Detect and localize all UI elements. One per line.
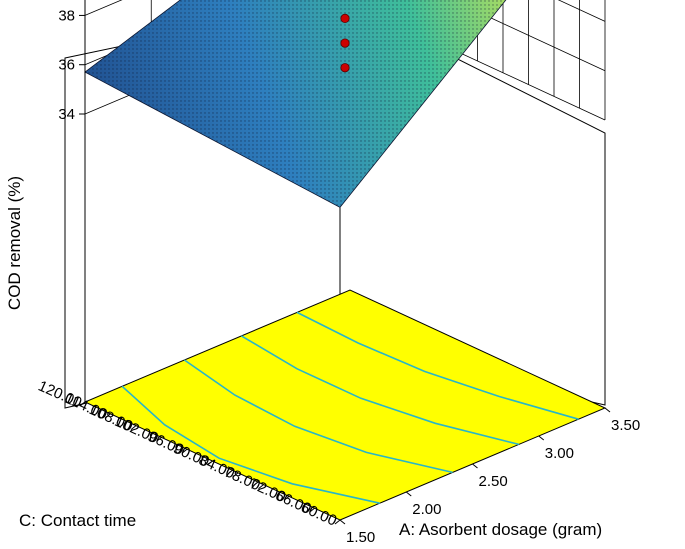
floor-contours: [121, 311, 579, 504]
contour-line-4: [296, 311, 579, 420]
y-tick-mark-7: [156, 437, 162, 442]
x-tick-mark-1: [405, 491, 412, 497]
y-tick-mark-5: [207, 460, 213, 466]
x-tick-label-1: 2.00: [412, 501, 441, 518]
design-point-2: [340, 38, 350, 48]
x-tick-label-0: 1.50: [346, 529, 375, 546]
y-tick-mark-1: [309, 507, 315, 513]
response-surface: [84, 0, 507, 208]
x-tick-mark-0: [339, 519, 346, 525]
x-axis-title: A: Asorbent dosage (gram): [399, 520, 602, 539]
x-tick-mark-4: [604, 407, 611, 413]
y-tick-mark-3: [258, 484, 264, 489]
design-points: [340, 13, 350, 73]
design-point-1: [340, 13, 350, 23]
contour-line-2: [183, 359, 453, 474]
z-axis-ticks: 3436384042444648: [58, 7, 85, 123]
y-tick-mark-10: [79, 401, 86, 407]
z-tick-label-2: 38: [58, 7, 75, 24]
contour-line-3: [240, 335, 520, 446]
z-tick-label-1: 36: [58, 57, 75, 74]
y-tick-mark-4: [232, 472, 239, 478]
design-point-3: [340, 63, 350, 73]
floor-plane: [83, 289, 607, 521]
x-tick-label-2: 2.50: [479, 473, 508, 490]
y-tick-mark-6: [181, 448, 188, 454]
x-tick-mark-2: [472, 463, 478, 469]
z-axis-title: COD removal (%): [5, 176, 24, 310]
z-tick-label-0: 34: [58, 106, 75, 123]
contour-line-1: [121, 385, 380, 504]
x-axis-ticks: 1.50 2.00 2.50 3.00 3.50: [339, 407, 640, 546]
y-tick-mark-0: [334, 519, 341, 525]
y-tick-mark-2: [283, 496, 290, 501]
y-tick-mark-8: [130, 425, 137, 430]
y-axis-title: C: Contact time: [19, 511, 136, 530]
x-tick-mark-3: [538, 435, 545, 441]
y-tick-mark-9: [105, 413, 111, 419]
x-tick-label-4: 3.50: [611, 417, 640, 434]
x-tick-label-3: 3.00: [545, 445, 574, 462]
surface-mesh: [85, 0, 506, 208]
